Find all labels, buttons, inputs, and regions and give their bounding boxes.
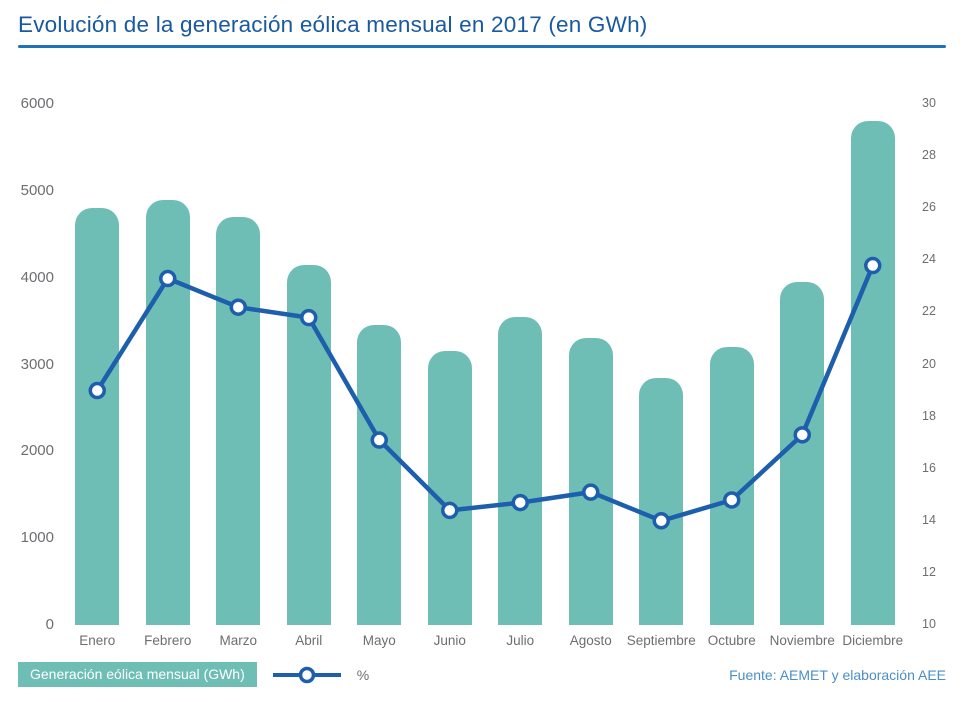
percentage-line <box>95 263 876 524</box>
axis-tick-label: 2000 <box>20 442 54 460</box>
bar-septiembre <box>639 377 684 625</box>
axis-tick-label: 6000 <box>20 95 54 112</box>
x-label-octubre: Octubre <box>707 633 756 648</box>
legend: Generación eólica mensual (GWh) % <box>18 662 369 687</box>
x-label-mayo: Mayo <box>362 633 396 648</box>
x-label-noviembre: Noviembre <box>769 633 835 648</box>
bar-junio <box>427 351 472 625</box>
axis-tick-label: 28 <box>922 148 936 163</box>
title-underline <box>18 45 946 48</box>
x-label-diciembre: Diciembre <box>842 633 904 648</box>
x-label-junio: Junio <box>433 633 466 648</box>
line-marker-abril <box>300 308 318 327</box>
bar-noviembre <box>780 282 825 625</box>
axis-tick-label: 24 <box>922 252 936 267</box>
line-marker-agosto <box>582 483 600 501</box>
axis-tick-label: 10 <box>922 617 936 631</box>
x-label-febrero: Febrero <box>144 633 192 648</box>
line-layer <box>88 256 882 530</box>
legend-bar-swatch: Generación eólica mensual (GWh) <box>18 662 257 687</box>
legend-line-label: % <box>356 666 370 683</box>
legend-line-swatch <box>271 665 343 685</box>
bar-marzo <box>216 216 261 625</box>
axis-tick-label: 0 <box>45 616 54 633</box>
axis-tick-label: 5000 <box>20 181 54 199</box>
axis-tick-label: 16 <box>922 460 936 475</box>
x-label-septiembre: Septiembre <box>626 633 696 648</box>
line-marker-septiembre <box>652 512 670 530</box>
chart-title: Evolución de la generación eólica mensua… <box>18 12 648 37</box>
axis-tick-label: 1000 <box>20 529 54 547</box>
bar-diciembre <box>850 121 895 625</box>
x-label-marzo: Marzo <box>219 633 258 648</box>
bar-enero <box>75 208 120 625</box>
axis-tick-label: 30 <box>922 96 936 110</box>
axis-tick-label: 20 <box>922 356 936 371</box>
line-marker-diciembre <box>864 256 882 275</box>
legend-line-icon <box>272 666 341 683</box>
axis-tick-label: 3000 <box>20 355 54 373</box>
x-label-abril: Abril <box>295 633 323 648</box>
left-axis: 0 1000 2000 3000 4000 5000 6000 <box>6 95 54 633</box>
axis-tick-label: 26 <box>922 200 936 215</box>
axis-tick-label: 14 <box>922 512 936 527</box>
x-label-enero: Enero <box>79 633 116 648</box>
line-marker-junio <box>441 501 459 520</box>
x-label-julio: Julio <box>506 633 535 648</box>
line-marker-febrero <box>159 269 177 288</box>
line-marker-marzo <box>229 298 247 316</box>
x-label-agosto: Agosto <box>569 633 612 648</box>
right-axis: 10 12 14 16 18 20 22 24 26 28 30 <box>922 96 966 631</box>
axis-tick-label: 18 <box>922 408 936 423</box>
line-marker-enero <box>88 381 106 400</box>
line-marker-octubre <box>723 491 741 509</box>
bar-julio <box>498 316 543 625</box>
axis-tick-label: 22 <box>922 304 936 319</box>
line-marker-mayo <box>370 431 388 449</box>
bar-agosto <box>568 338 613 625</box>
chart-footer: Generación eólica mensual (GWh) % Fuente… <box>18 662 946 694</box>
x-axis: Enero Febrero Marzo Abril Mayo Junio Julio Agos… <box>62 633 908 653</box>
bars-layer <box>62 104 908 625</box>
bar-mayo <box>357 325 402 625</box>
source-text: Fuente: AEMET y elaboración AEE <box>729 667 946 683</box>
axis-tick-label: 12 <box>922 564 936 579</box>
line-marker-julio <box>511 493 529 512</box>
line-marker-noviembre <box>793 426 811 444</box>
axis-tick-label: 4000 <box>20 268 54 286</box>
plot-area <box>62 104 908 625</box>
